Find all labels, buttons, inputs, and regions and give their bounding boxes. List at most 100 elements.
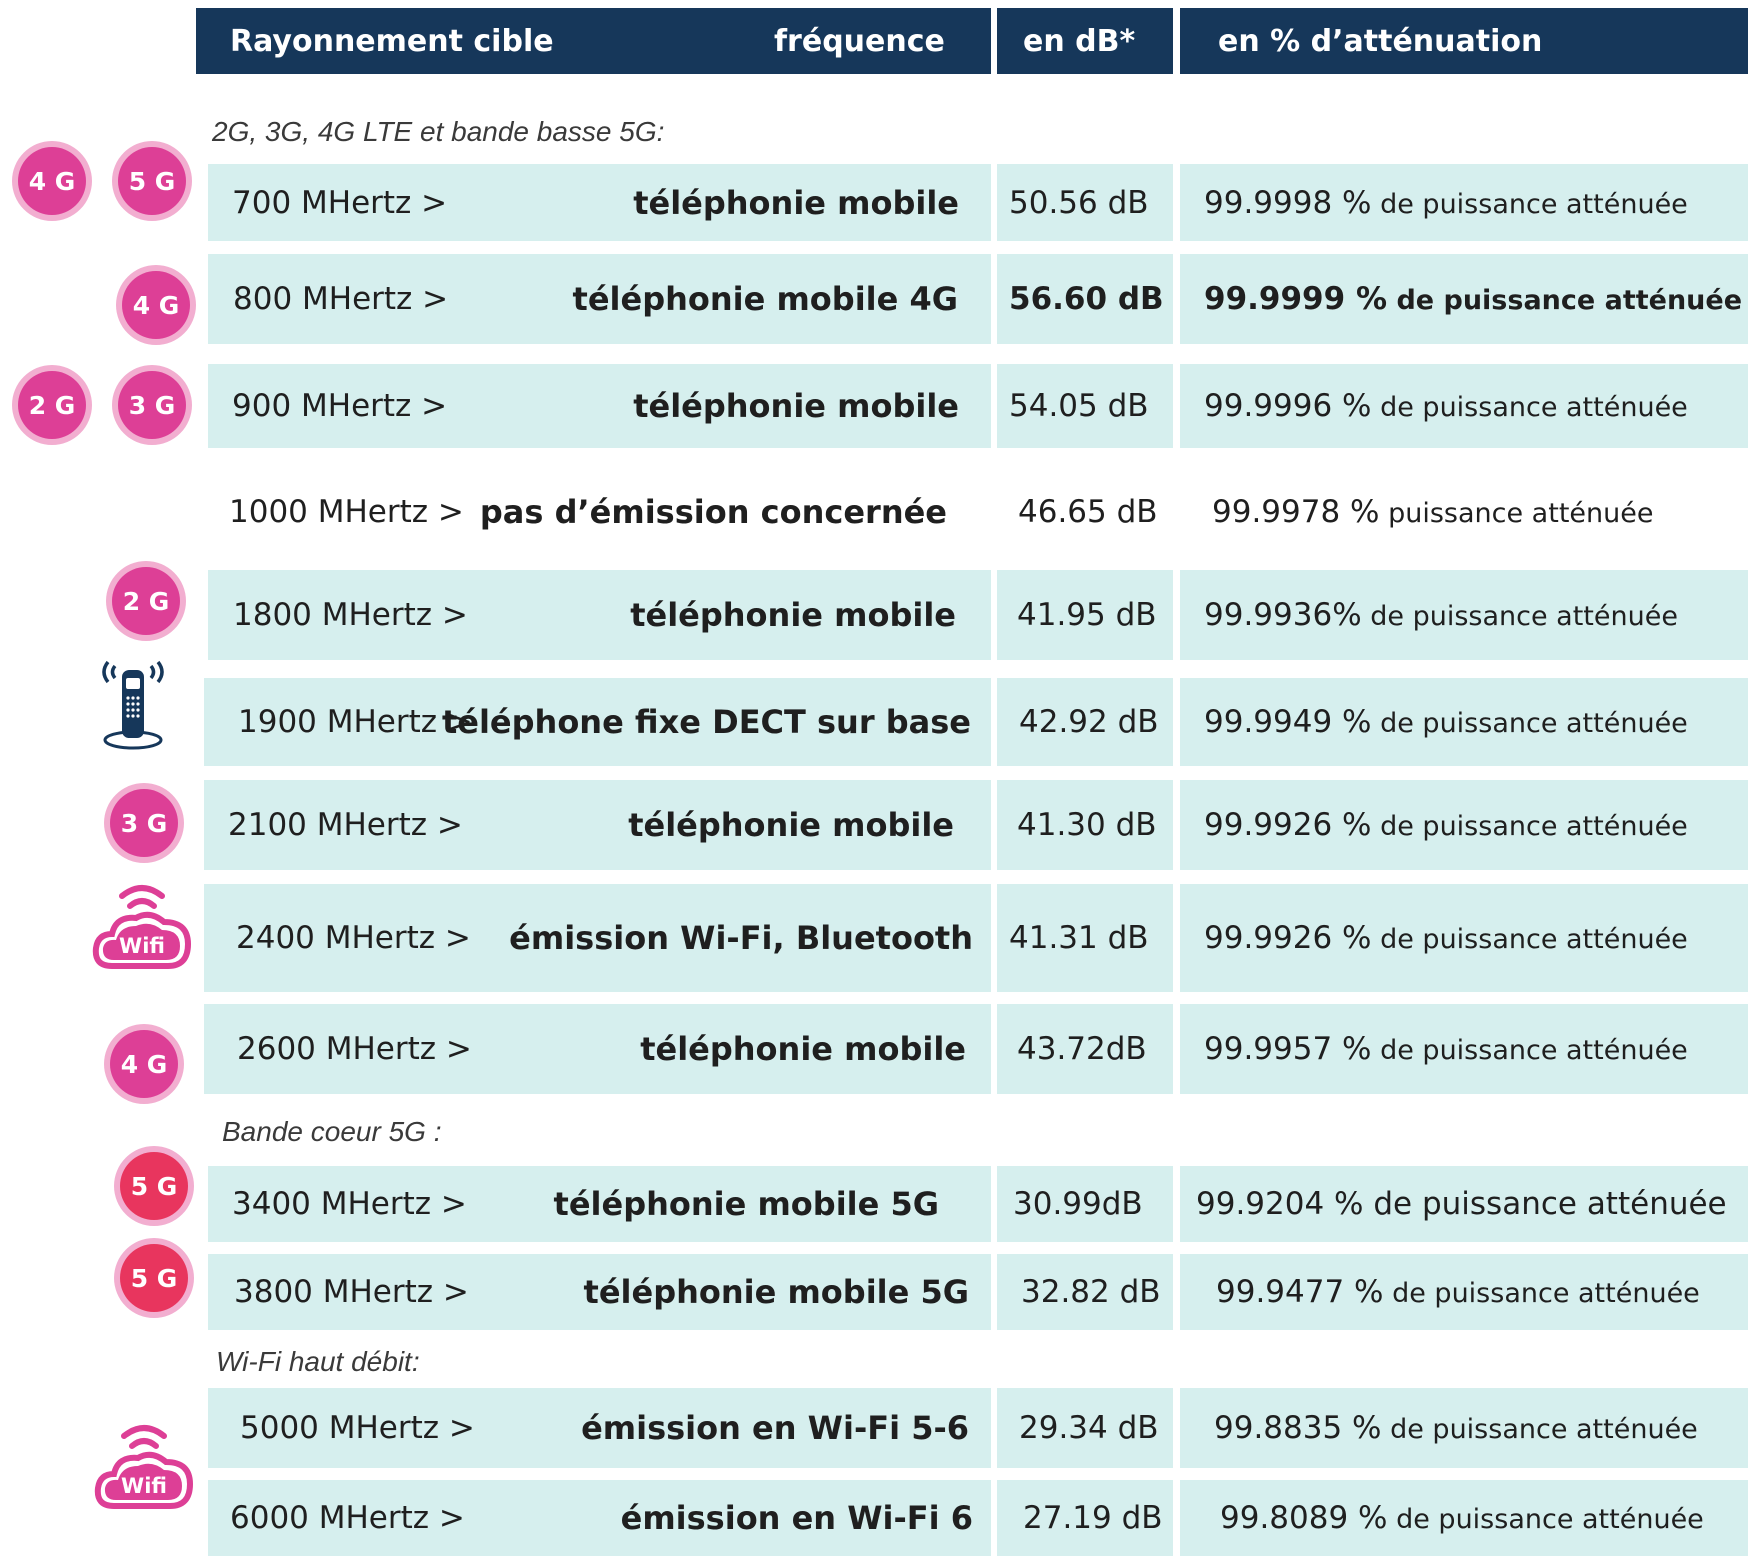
pct-value: 99.9936% de puissance atténuée [1180, 597, 1678, 633]
pct-number: 99.8835 % [1214, 1410, 1382, 1446]
badge-5g-label: 5 G [120, 1152, 188, 1220]
cell-target: 900 MHertz > téléphonie mobile [208, 364, 991, 448]
header-target: Rayonnement cible [230, 23, 554, 59]
badge-4g: 4 G [116, 265, 196, 345]
cell-target: 6000 MHertz > émission en Wi-Fi 6 [208, 1480, 991, 1556]
db-value: 41.31 dB [1009, 920, 1149, 956]
pct-number: 99.8089 % [1220, 1500, 1388, 1536]
cell-pct: 99.9936% de puissance atténuée [1180, 570, 1748, 660]
badge-4g-label: 4 G [122, 271, 190, 339]
badge-4g: 4 G [12, 141, 92, 221]
cell-db: 30.99dB [997, 1166, 1173, 1242]
badge-2g: 2 G [106, 561, 186, 641]
pct-number: 99.9999 % [1204, 281, 1388, 317]
db-value: 27.19 dB [1023, 1500, 1163, 1536]
pct-suffix: de puissance atténuée [1387, 1504, 1704, 1535]
description: téléphonie mobile 4G [572, 280, 958, 318]
cell-pct: 99.8835 % de puissance atténuée [1180, 1388, 1748, 1468]
cell-pct: 99.8089 % de puissance atténuée [1180, 1480, 1748, 1556]
cell-pct: 99.9477 % de puissance atténuée [1180, 1254, 1748, 1330]
cell-db: 41.31 dB [997, 884, 1173, 992]
badge-2g-label: 2 G [112, 567, 180, 635]
badge-4g: 4 G [104, 1024, 184, 1104]
frequency: 5000 MHertz > [240, 1410, 475, 1446]
badge-5g-label: 5 G [120, 1244, 188, 1312]
pct-suffix: de puissance atténuée [1383, 1278, 1700, 1309]
pct-value: 99.9949 % de puissance atténuée [1180, 704, 1688, 740]
cell-db: 41.95 dB [997, 570, 1173, 660]
description: téléphonie mobile [640, 1030, 966, 1068]
badge-5g: 5 G [112, 141, 192, 221]
table-row: 5000 MHertz > émission en Wi-Fi 5-6 29.3… [0, 1388, 1760, 1468]
table-row: 2600 MHertz > téléphonie mobile 43.72dB … [0, 1004, 1760, 1094]
db-value: 43.72dB [1017, 1031, 1147, 1067]
cell-target: 2400 MHertz > émission Wi-Fi, Bluetooth [204, 884, 991, 992]
cell-db: 42.92 dB [997, 678, 1173, 766]
pct-suffix: puissance atténuée [1379, 498, 1654, 529]
pct-suffix: de puissance atténuée [1371, 924, 1688, 955]
badge-5g: 5 G [114, 1238, 194, 1318]
pct-number: 99.9477 % [1216, 1274, 1384, 1310]
cell-pct: 99.9999 % de puissance atténuée [1180, 254, 1748, 344]
cell-db: 29.34 dB [997, 1388, 1173, 1468]
section-wifi-high: Wi-Fi haut débit: [216, 1346, 420, 1377]
db-value: 32.82 dB [1021, 1274, 1161, 1310]
frequency: 900 MHertz > [232, 388, 448, 424]
cell-pct: 99.9957 % de puissance atténuée [1180, 1004, 1748, 1094]
description: émission en Wi-Fi 6 [620, 1499, 973, 1537]
wifi-label: Wifi [121, 1474, 167, 1498]
description: téléphonie mobile 5G [553, 1185, 939, 1223]
cordless-phone-icon [98, 648, 168, 750]
description: téléphonie mobile [628, 806, 954, 844]
db-value: 41.30 dB [1017, 807, 1157, 843]
pct-value: 99.9996 % de puissance atténuée [1180, 388, 1688, 424]
header-db-label: en dB* [1023, 23, 1136, 59]
frequency: 6000 MHertz > [230, 1500, 465, 1536]
pct-suffix: de puissance atténuée [1381, 1414, 1698, 1445]
wifi-cloud-icon: Wifi [90, 876, 194, 980]
frequency: 1900 MHertz > [238, 704, 473, 740]
pct-suffix: de puissance atténuée [1371, 392, 1688, 423]
pct-value: 99.9978 % puissance atténuée [1180, 494, 1653, 530]
description: téléphonie mobile [633, 183, 959, 222]
description: téléphonie mobile 5G [583, 1273, 969, 1311]
db-value: 56.60 dB [1009, 281, 1164, 317]
db-value: 54.05 dB [1009, 388, 1149, 424]
pct-number: 99.9204 % de puissance atténuée [1196, 1186, 1727, 1222]
header-pct-label: en % d’atténuation [1218, 23, 1543, 59]
cell-target: 800 MHertz > téléphonie mobile 4G [208, 254, 991, 344]
frequency: 2600 MHertz > [237, 1031, 472, 1067]
header-bar: Rayonnement cible fréquence [196, 8, 991, 74]
wifi-label: Wifi [119, 934, 165, 958]
description: pas d’émission concernée [479, 493, 947, 531]
header-frequency: fréquence [774, 23, 945, 59]
frequency: 800 MHertz > [233, 281, 449, 317]
frequency: 3400 MHertz > [232, 1186, 467, 1222]
header-db: en dB* [997, 8, 1173, 74]
db-value: 42.92 dB [1019, 704, 1159, 740]
badge-2g-label: 2 G [18, 371, 86, 439]
cell-target: 1900 MHertz > téléphone fixe DECT sur ba… [204, 678, 991, 766]
pct-value: 99.8835 % de puissance atténuée [1180, 1410, 1698, 1446]
pct-value: 99.9926 % de puissance atténuée [1180, 807, 1688, 843]
cell-pct: 99.9926 % de puissance atténuée [1180, 780, 1748, 870]
table-row: 2400 MHertz > émission Wi-Fi, Bluetooth … [0, 884, 1760, 992]
cell-target: 700 MHertz > téléphonie mobile [208, 164, 991, 241]
pct-value: 99.9926 % de puissance atténuée [1180, 920, 1688, 956]
cell-db: 41.30 dB [997, 780, 1173, 870]
db-value: 41.95 dB [1017, 597, 1157, 633]
section-low-band: 2G, 3G, 4G LTE et bande basse 5G: [212, 116, 665, 147]
description: émission en Wi-Fi 5-6 [581, 1409, 969, 1447]
frequency: 2400 MHertz > [236, 920, 471, 956]
table-row: 1900 MHertz > téléphone fixe DECT sur ba… [0, 678, 1760, 766]
table-row: 3400 MHertz > téléphonie mobile 5G 30.99… [0, 1166, 1760, 1242]
cell-target: 3800 MHertz > téléphonie mobile 5G [208, 1254, 991, 1330]
badge-5g-label: 5 G [118, 147, 186, 215]
pct-value: 99.9957 % de puissance atténuée [1180, 1031, 1688, 1067]
cell-target: 2100 MHertz > téléphonie mobile [204, 780, 991, 870]
pct-number: 99.9978 % [1212, 494, 1380, 530]
pct-suffix: de puissance atténuée [1387, 285, 1743, 316]
db-value: 50.56 dB [1009, 184, 1149, 221]
badge-3g: 3 G [112, 365, 192, 445]
frequency: 700 MHertz > [232, 184, 448, 221]
